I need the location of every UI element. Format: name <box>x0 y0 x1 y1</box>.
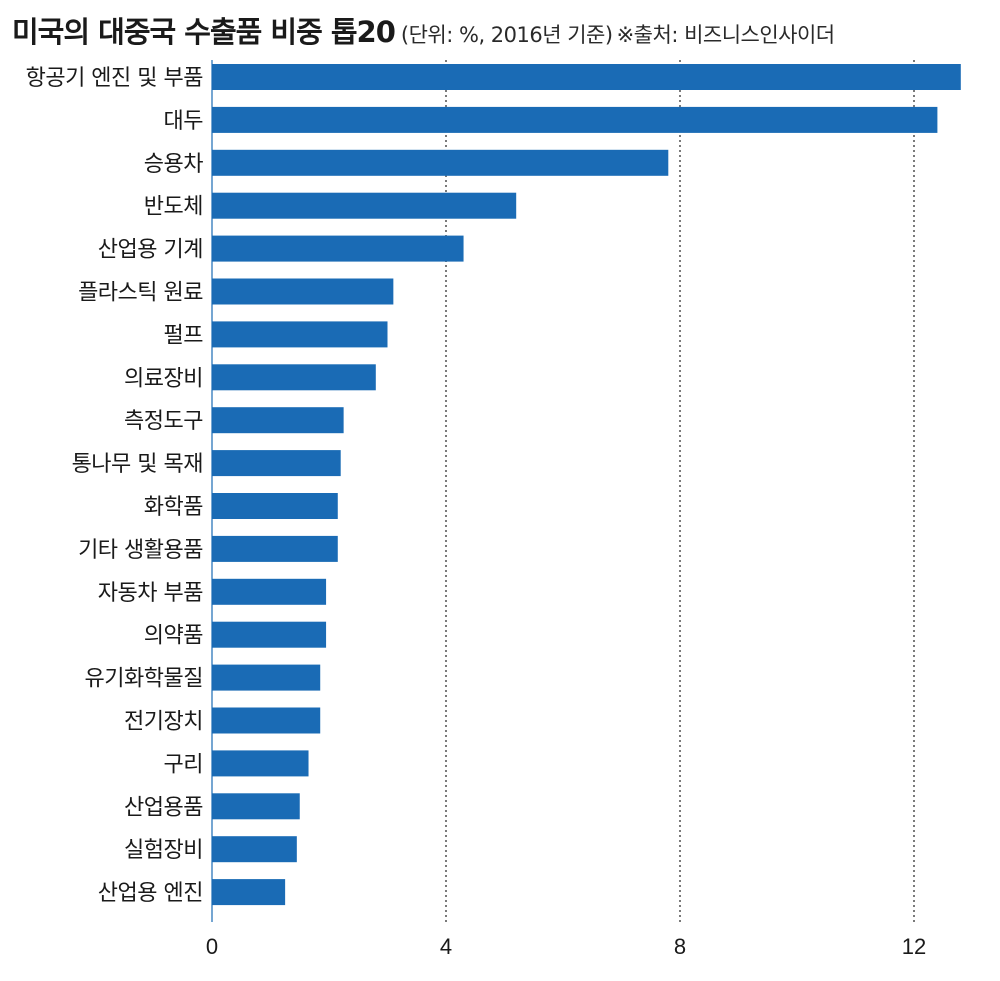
bar-17 <box>212 750 309 777</box>
category-label-6: 플라스틱 원료 <box>78 281 203 306</box>
x-tick-label-4: 4 <box>440 934 452 959</box>
bar-3 <box>212 149 669 176</box>
category-label-7: 펄프 <box>164 323 204 348</box>
gridlines <box>445 60 915 922</box>
x-tick-label-0: 0 <box>206 934 218 959</box>
bar-6 <box>212 278 394 305</box>
chart-subtitle: (단위: %, 2016년 기준) <box>400 23 613 47</box>
bars <box>212 64 961 906</box>
bar-15 <box>212 664 321 691</box>
category-label-5: 산업용 기계 <box>98 238 203 263</box>
category-label-4: 반도체 <box>144 195 203 220</box>
category-label-8: 의료장비 <box>124 366 203 391</box>
bar-18 <box>212 793 300 820</box>
bar-11 <box>212 493 338 519</box>
bar-14 <box>212 621 327 648</box>
category-label-11: 화학품 <box>144 495 203 520</box>
category-label-14: 의약품 <box>144 624 203 649</box>
chart-title: 미국의 대중국 수출품 비중 톱20 <box>12 15 396 49</box>
bar-9 <box>212 407 344 434</box>
bar-1 <box>212 64 961 90</box>
category-label-19: 실험장비 <box>124 838 203 863</box>
category-label-17: 구리 <box>164 752 203 777</box>
category-label-1: 항공기 엔진 및 부품 <box>26 66 204 91</box>
chart-source: ※출처: 비즈니스인사이더 <box>616 23 836 47</box>
bar-12 <box>212 535 338 562</box>
category-label-18: 산업용품 <box>124 795 203 820</box>
bar-4 <box>212 192 517 219</box>
category-label-3: 승용차 <box>144 152 203 177</box>
bar-19 <box>212 836 297 863</box>
category-label-16: 전기장치 <box>124 710 203 735</box>
category-label-12: 기타 생활용품 <box>78 538 203 563</box>
x-tick-labels: 0 4 8 12 <box>206 934 926 959</box>
chart-header: 미국의 대중국 수출품 비중 톱20 (단위: %, 2016년 기준) ※출처: … <box>12 10 992 54</box>
x-tick-label-12: 12 <box>902 934 926 959</box>
bar-10 <box>212 450 341 477</box>
category-label-10: 통나무 및 목재 <box>72 452 203 477</box>
bar-2 <box>212 106 938 133</box>
category-label-20: 산업용 엔진 <box>98 881 203 906</box>
bar-13 <box>212 578 327 605</box>
bar-5 <box>212 235 464 262</box>
bar-7 <box>212 321 388 348</box>
bar-16 <box>212 707 321 734</box>
category-label-13: 자동차 부품 <box>98 581 203 606</box>
category-label-2: 대두 <box>164 109 204 134</box>
bar-20 <box>212 879 286 906</box>
x-tick-label-8: 8 <box>674 934 686 959</box>
category-label-9: 측정도구 <box>124 409 203 434</box>
bar-8 <box>212 364 376 391</box>
category-label-15: 유기화학물질 <box>85 667 203 692</box>
